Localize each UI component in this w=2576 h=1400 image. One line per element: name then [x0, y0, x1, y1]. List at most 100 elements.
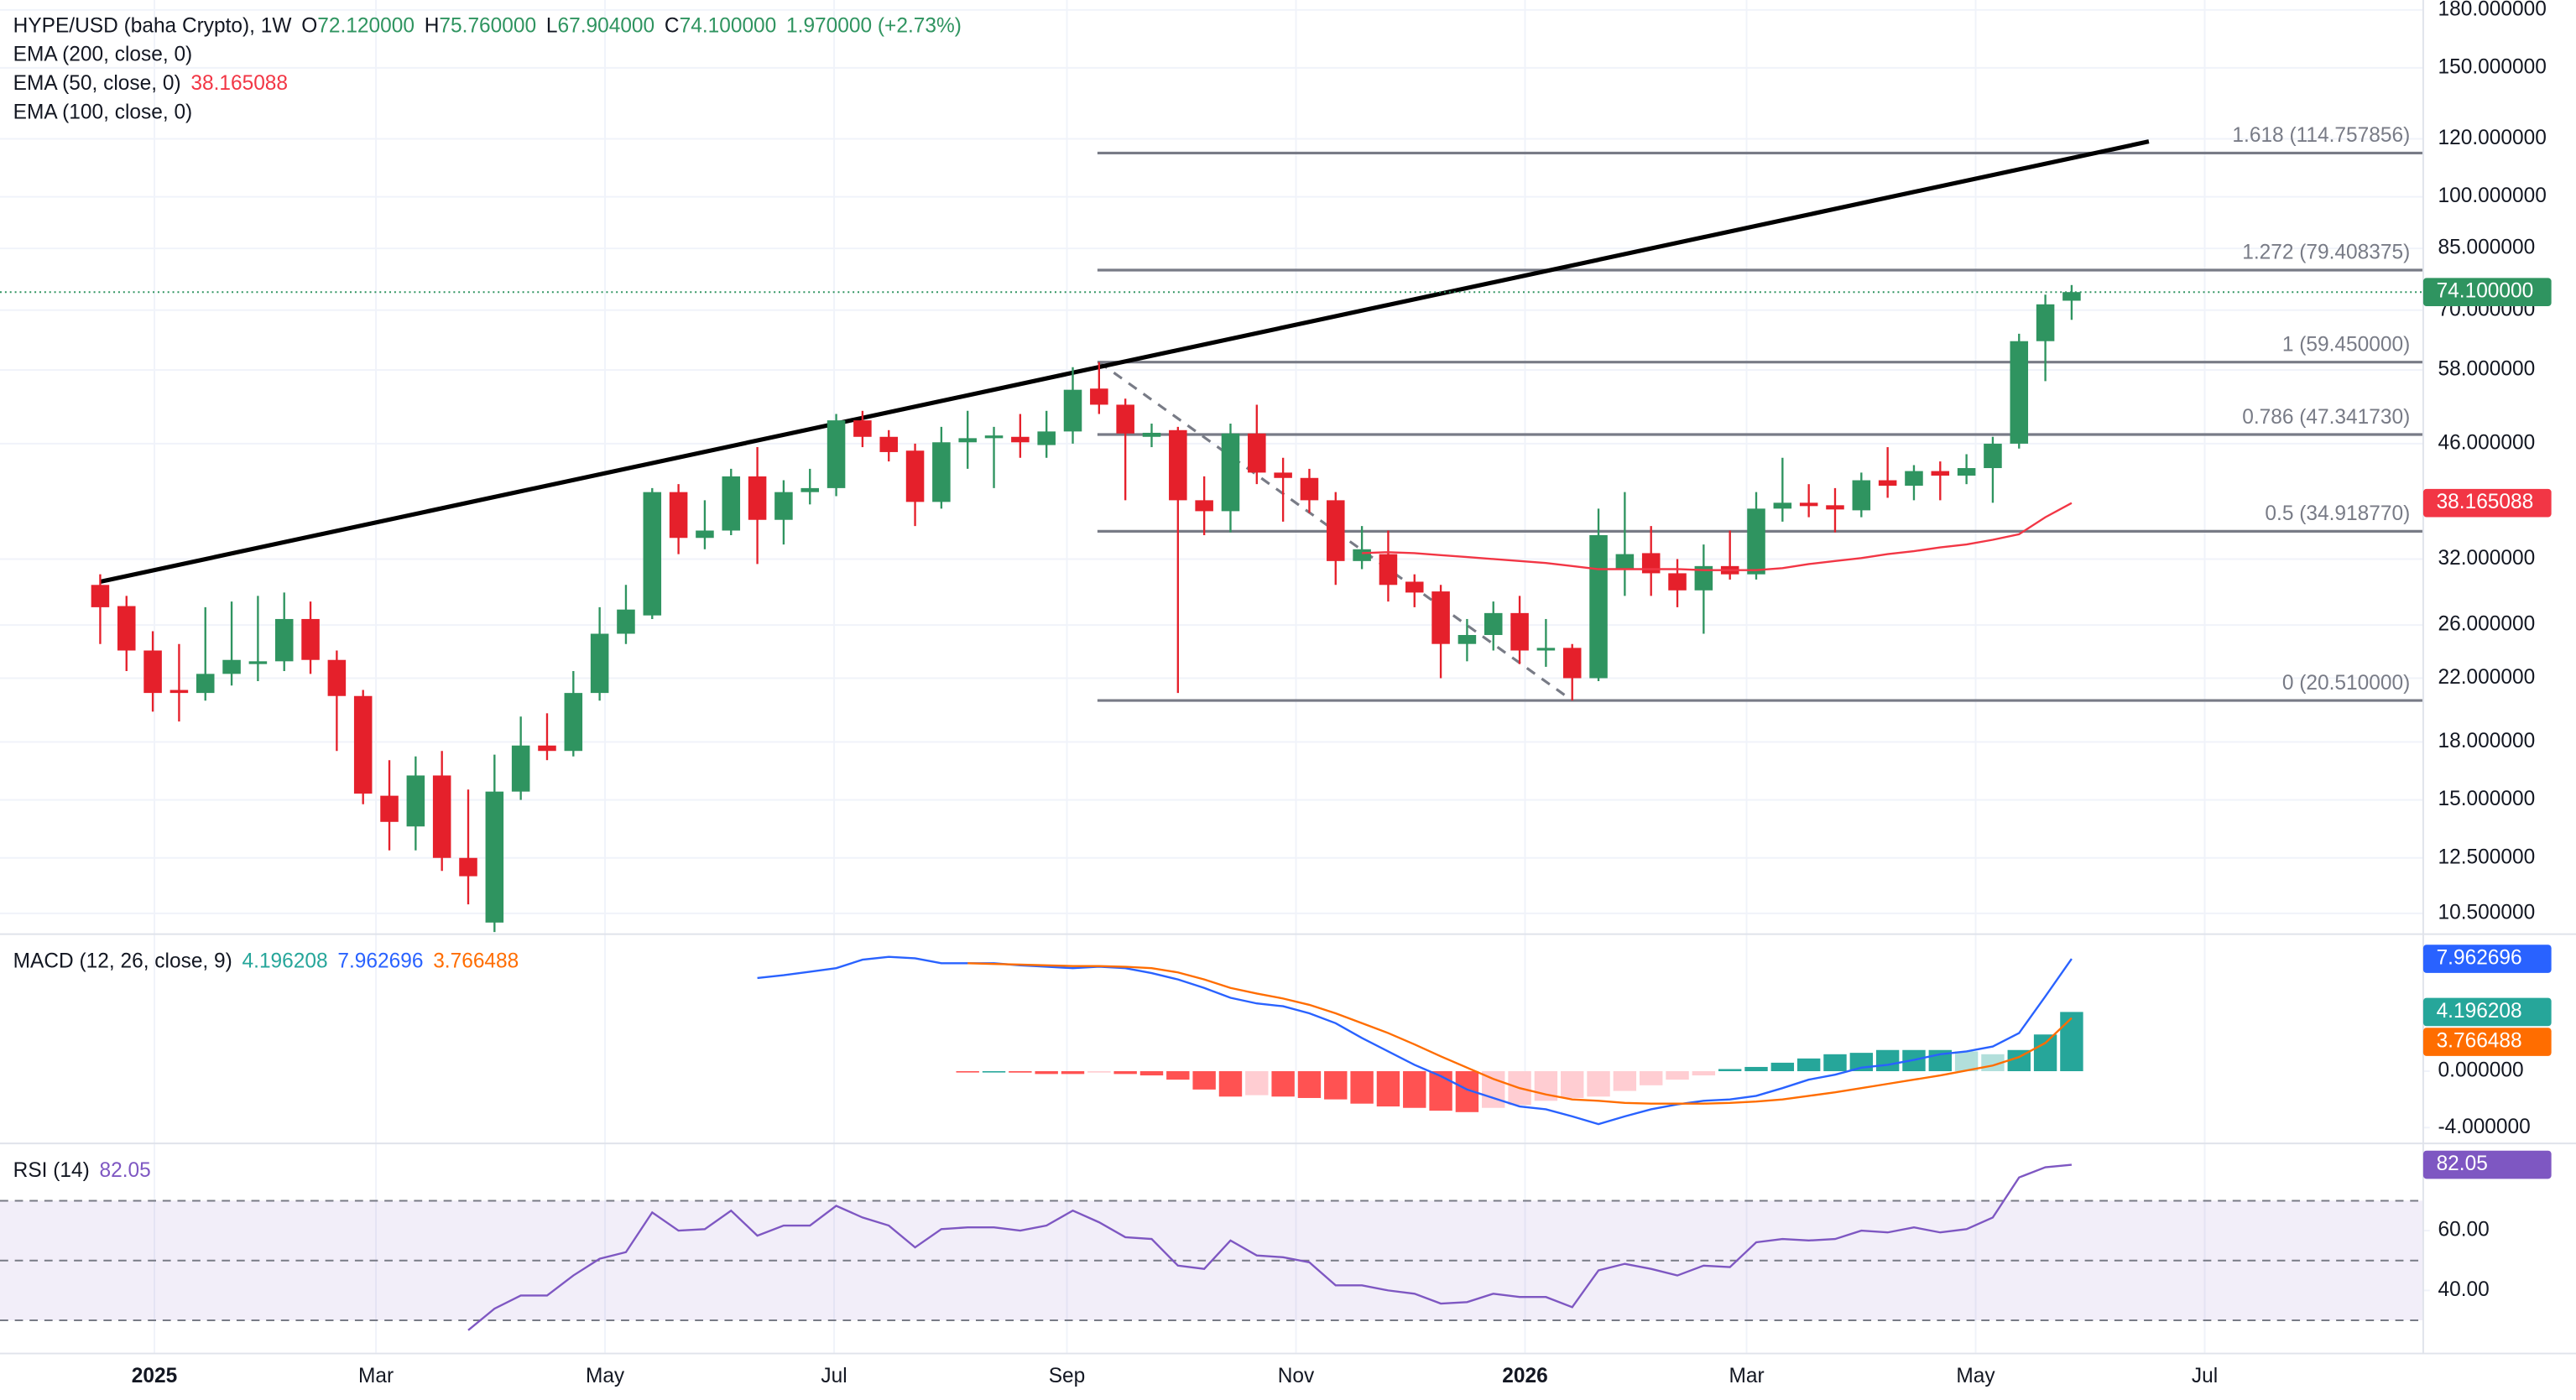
candle-body: [1799, 502, 1818, 507]
ema-line: [1362, 502, 2073, 571]
histogram-bar: [1823, 1054, 1847, 1071]
candle-body: [1405, 581, 1424, 593]
candle-body: [1274, 472, 1292, 478]
candle-body: [327, 659, 347, 696]
y-tick-label: 18.000000: [2438, 730, 2536, 752]
candle-body: [406, 775, 425, 827]
y-tick-label: 180.000000: [2438, 0, 2547, 20]
candle-body: [696, 530, 714, 539]
candle-body: [1984, 443, 2002, 469]
candle-body: [1957, 468, 1976, 476]
candle-body: [1826, 505, 1844, 510]
candle-body: [1878, 480, 1897, 487]
legend: EMA (50, close, 0) 38.165088: [13, 71, 288, 94]
candle-body: [669, 492, 688, 539]
rsi-box-bg: [2422, 1150, 2552, 1179]
histogram-bar: [1218, 1070, 1243, 1097]
rsi-value: 82.05: [100, 1158, 151, 1181]
histogram-bar: [1429, 1070, 1452, 1111]
candle-body: [1536, 648, 1556, 651]
macd-box: 7.962696: [2422, 945, 2552, 973]
last-price-box-bg: [2422, 278, 2552, 307]
indicator-name: EMA (50, close, 0): [13, 71, 181, 94]
histogram-bar: [1875, 1049, 1900, 1071]
histogram-bar: [1009, 1070, 1032, 1073]
legend: EMA (200, close, 0): [13, 43, 193, 65]
y-tick-label: -4.000000: [2438, 1116, 2531, 1138]
x-tick-label: May: [586, 1365, 625, 1387]
chart-title: HYPE/USD (baha Crypto), 1W: [13, 14, 293, 37]
x-tick-label: Nov: [1278, 1365, 1315, 1387]
ohlc-value: 74.100000: [680, 14, 777, 37]
candle-body: [774, 492, 793, 520]
x-tick-label: 2025: [132, 1365, 177, 1387]
candle-body: [1116, 404, 1134, 434]
y-tick-label: 22.000000: [2438, 666, 2536, 689]
rsi-box: 82.05: [2422, 1150, 2552, 1179]
ohlc-key: H: [425, 14, 440, 37]
candle-body: [353, 695, 373, 794]
rsi-box-text: 82.05: [2437, 1153, 2488, 1175]
histogram-bar: [1113, 1070, 1137, 1075]
candle-body: [1221, 433, 1240, 512]
candle-body: [222, 659, 241, 674]
indicator-box-text: 38.165088: [2437, 491, 2534, 513]
signal-line: [967, 962, 2073, 1105]
candle-body: [984, 435, 1004, 439]
candle-body: [1457, 635, 1477, 644]
histogram-box-text: 4.196208: [2437, 1000, 2522, 1023]
candle-body: [1011, 436, 1030, 443]
candle-body: [748, 476, 767, 520]
signal-box: 3.766488: [2422, 1028, 2552, 1056]
histogram-bar: [1324, 1070, 1348, 1100]
y-tick-label: 12.500000: [2438, 846, 2536, 868]
candle-body: [958, 438, 977, 443]
candle-body: [274, 618, 294, 662]
y-tick-label: 15.000000: [2438, 788, 2536, 810]
ohlc-value: 67.904000: [557, 14, 654, 37]
candle-body: [1852, 480, 1871, 511]
histogram-box: 4.196208: [2422, 997, 2552, 1027]
plot-layer: 0 (20.510000) 0.5 (34.918770) 0.786 (47.34…: [0, 124, 2423, 1331]
y-tick-label: 40.00: [2438, 1278, 2490, 1301]
candle-body: [1484, 612, 1503, 636]
candle-body: [905, 450, 925, 502]
candle-body: [511, 745, 530, 792]
candle-body: [248, 661, 268, 664]
fib-label: 0.5 (34.918770): [2265, 502, 2410, 525]
candle-body: [91, 585, 110, 607]
change-label: 1.970000 (+2.73%): [786, 14, 962, 37]
candle-body: [1668, 573, 1687, 591]
legend: MACD (12, 26, close, 9) 4.196208 7.962696 3…: [13, 950, 519, 972]
fib-label: 1 (59.450000): [2282, 333, 2410, 356]
candle-body: [1090, 388, 1108, 405]
histogram-bar: [1692, 1070, 1716, 1076]
x-tick-label: 2026: [1502, 1365, 1547, 1387]
ohlc-key: O: [301, 14, 317, 37]
trend-line: [99, 139, 2150, 584]
candle-body: [1037, 431, 1056, 445]
histogram-bar: [1035, 1070, 1058, 1075]
candle-body: [1142, 432, 1161, 437]
candle-body: [1379, 554, 1398, 586]
candle-body: [1905, 471, 1923, 487]
candle-body: [1431, 591, 1450, 644]
histogram-bar: [1561, 1070, 1584, 1098]
candle-body: [1063, 389, 1082, 432]
candle-body: [1300, 477, 1319, 501]
histogram-bar: [1350, 1070, 1374, 1104]
legend: EMA (100, close, 0): [13, 101, 193, 123]
indicator-box-bg: [2422, 488, 2552, 518]
candle-body: [1615, 554, 1635, 570]
indicator-box: 38.165088: [2422, 488, 2552, 518]
histogram-bar: [1061, 1070, 1085, 1075]
histogram-bar: [1192, 1070, 1216, 1090]
candle-body: [590, 633, 609, 694]
candle-body: [1327, 500, 1345, 561]
macd-box-bg: [2422, 945, 2552, 973]
indicator-name: EMA (200, close, 0): [13, 43, 193, 65]
candle-body: [1747, 508, 1765, 575]
indicator-value: 38.165088: [190, 71, 288, 94]
y-tick-label: 26.000000: [2438, 613, 2536, 636]
